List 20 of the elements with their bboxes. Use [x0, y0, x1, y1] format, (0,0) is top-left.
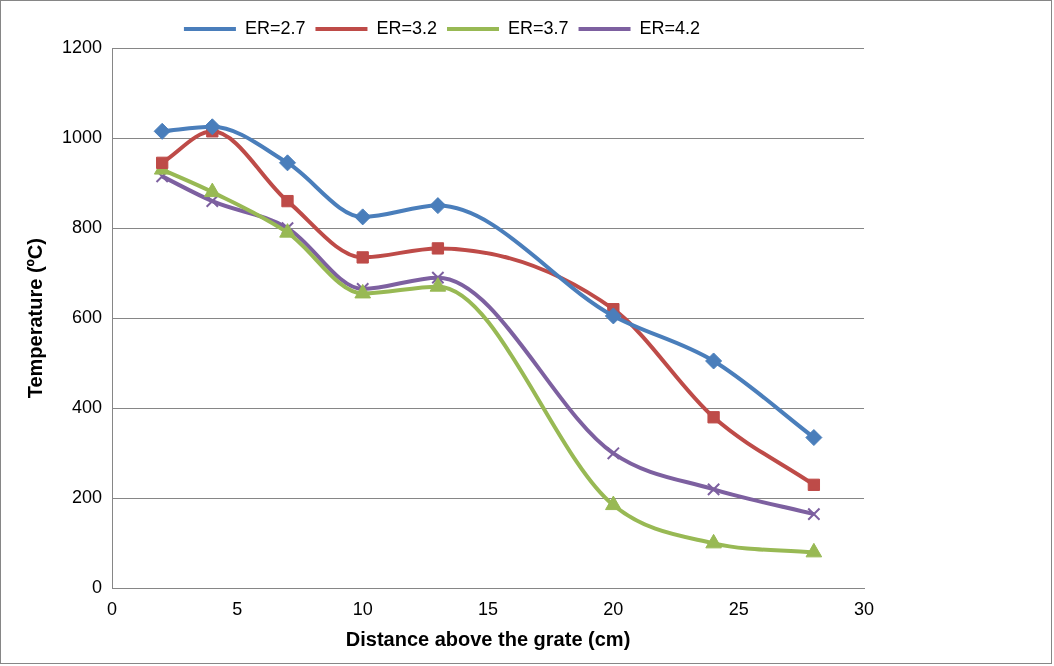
y-tick-label: 600 — [72, 307, 103, 328]
y-tick-label: 1000 — [62, 127, 103, 148]
y-axis-title: Temperature (ºC) — [23, 238, 46, 399]
y-tick-label: 0 — [92, 577, 103, 598]
legend-label: ER=2.7 — [244, 17, 306, 38]
x-tick-label: 30 — [853, 599, 875, 620]
x-tick-label: 20 — [603, 599, 624, 620]
x-axis-title: Distance above the grate (cm) — [345, 627, 631, 650]
y-tick-label: 1200 — [62, 36, 103, 57]
x-tick-label: 5 — [232, 599, 243, 620]
y-tick-label: 800 — [72, 217, 103, 238]
x-tick-label: 0 — [107, 599, 118, 620]
y-tick-label: 400 — [72, 397, 103, 418]
legend-label: ER=4.2 — [639, 17, 701, 38]
x-tick-label: 15 — [478, 599, 499, 620]
x-tick-label: 25 — [728, 599, 749, 620]
x-tick-label: 10 — [352, 599, 373, 620]
legend-label: ER=3.7 — [508, 17, 569, 38]
y-tick-label: 200 — [72, 487, 103, 508]
legend-label: ER=3.2 — [376, 17, 438, 38]
